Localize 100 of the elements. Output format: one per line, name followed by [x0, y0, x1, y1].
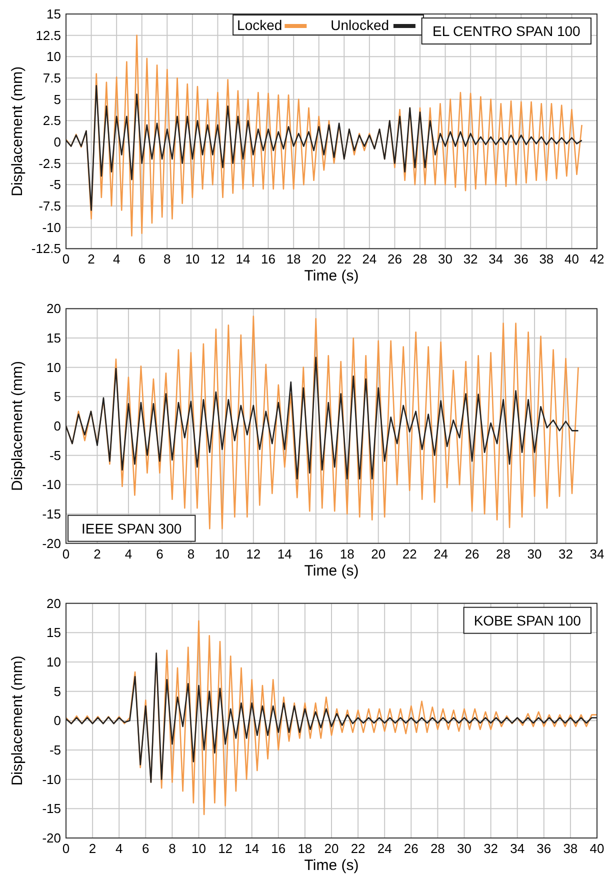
y-tick-label: 7.5	[42, 70, 61, 86]
y-tick-label: 2.5	[42, 113, 61, 128]
y-tick-label: 0	[54, 418, 61, 434]
y-tick-label: -10	[42, 477, 61, 492]
x-tick-label: 2	[88, 841, 96, 856]
y-tick-label: -15	[42, 506, 61, 522]
x-axis-title: Time (s)	[304, 268, 359, 285]
x-tick-label: 34	[488, 252, 504, 267]
line-series	[65, 85, 582, 211]
x-tick-label: 18	[340, 546, 354, 562]
y-tick-label: 12.5	[36, 28, 61, 43]
y-tick-label: 20	[46, 596, 61, 611]
x-tick-label: 40	[564, 252, 579, 267]
x-tick-label: 2	[94, 546, 101, 562]
annotation: EL CENTRO SPAN 100	[432, 23, 581, 39]
x-tick-label: 4	[124, 546, 132, 562]
y-tick-label: 0	[54, 713, 61, 728]
x-tick-label: 28	[430, 841, 445, 856]
x-tick-label: 30	[438, 252, 453, 267]
x-tick-label: 24	[377, 841, 392, 856]
x-tick-label: 10	[192, 841, 206, 856]
x-tick-label: 38	[539, 252, 554, 267]
y-tick-label: 15	[46, 625, 61, 640]
x-tick-label: 20	[371, 546, 386, 562]
y-tick-label: 20	[46, 301, 61, 316]
x-tick-label: 32	[558, 546, 573, 562]
x-tick-label: 26	[404, 841, 418, 856]
x-tick-label: 12	[210, 252, 225, 267]
y-tick-label: -15	[42, 801, 61, 816]
y-tick-label: -20	[42, 536, 61, 551]
y-tick-label: 5	[54, 684, 61, 699]
x-tick-label: 22	[350, 841, 366, 856]
y-axis-title: Displacement (mm)	[9, 66, 26, 196]
annotation: KOBE SPAN 100	[474, 612, 582, 628]
line-series	[65, 652, 598, 783]
x-tick-label: 8	[187, 546, 195, 562]
x-tick-label: 34	[590, 546, 604, 562]
x-tick-label: 36	[536, 841, 552, 856]
y-tick-label: 5	[54, 389, 61, 404]
y-tick-label: -10	[42, 772, 61, 787]
y-tick-label: -10	[42, 220, 61, 235]
x-tick-label: 22	[402, 546, 417, 562]
x-tick-label: 2	[88, 252, 95, 267]
x-tick-label: 28	[412, 252, 428, 267]
y-axis-title: Displacement (mm)	[9, 656, 26, 786]
x-tick-label: 10	[185, 252, 200, 267]
y-tick-label: 10	[46, 654, 61, 670]
x-tick-label: 16	[308, 546, 324, 562]
y-tick-label: 15	[46, 6, 61, 22]
legend-label: Unlocked	[330, 17, 390, 33]
x-tick-label: 4	[112, 252, 120, 267]
y-tick-label: -20	[42, 830, 61, 846]
x-tick-label: 26	[464, 546, 480, 562]
x-tick-label: 42	[590, 252, 604, 267]
x-axis-title: Time (s)	[304, 562, 359, 580]
x-tick-label: 8	[164, 252, 171, 267]
x-tick-label: 10	[214, 546, 230, 562]
y-tick-label: -2.5	[38, 156, 61, 171]
x-tick-label: 38	[563, 841, 578, 856]
annotation: IEEE SPAN 300	[82, 520, 182, 536]
x-tick-label: 36	[514, 252, 528, 267]
y-tick-label: 15	[46, 330, 61, 346]
y-tick-label: -5	[49, 448, 61, 463]
y-tick-label: -5	[49, 742, 61, 758]
y-tick-label: 5	[54, 92, 61, 107]
x-tick-label: 16	[271, 841, 286, 856]
x-tick-label: 12	[246, 546, 261, 562]
x-tick-label: 14	[277, 546, 292, 562]
x-tick-label: 18	[286, 252, 301, 267]
y-tick-label: -7.5	[38, 198, 61, 214]
x-tick-label: 14	[244, 841, 260, 856]
x-tick-label: 6	[138, 252, 146, 267]
x-axis-title: Time (s)	[304, 857, 359, 874]
x-tick-label: 30	[457, 841, 472, 856]
x-tick-label: 20	[312, 252, 326, 267]
x-tick-label: 26	[387, 252, 402, 267]
x-tick-label: 6	[156, 546, 164, 562]
x-tick-label: 40	[590, 841, 604, 856]
x-tick-label: 14	[236, 252, 250, 267]
y-tick-label: -5	[49, 177, 61, 192]
x-tick-label: 22	[336, 252, 352, 267]
y-axis-title: Displacement (mm)	[9, 360, 26, 492]
legend-label: Locked	[237, 17, 282, 33]
line-series	[65, 34, 582, 237]
x-tick-label: 20	[324, 841, 339, 856]
x-tick-label: 32	[484, 841, 498, 856]
x-tick-label: 16	[261, 252, 276, 267]
x-tick-label: 28	[496, 546, 511, 562]
y-tick-label: 0	[54, 134, 61, 150]
x-tick-label: 12	[218, 841, 233, 856]
x-tick-label: 8	[168, 841, 176, 856]
y-tick-label: -12.5	[31, 241, 61, 256]
y-tick-label: 10	[46, 49, 61, 64]
x-tick-label: 4	[115, 841, 123, 856]
x-tick-label: 18	[298, 841, 312, 856]
x-tick-label: 6	[142, 841, 150, 856]
x-tick-label: 24	[362, 252, 377, 267]
x-tick-label: 30	[527, 546, 542, 562]
x-tick-label: 24	[434, 546, 448, 562]
line-series	[65, 356, 579, 480]
